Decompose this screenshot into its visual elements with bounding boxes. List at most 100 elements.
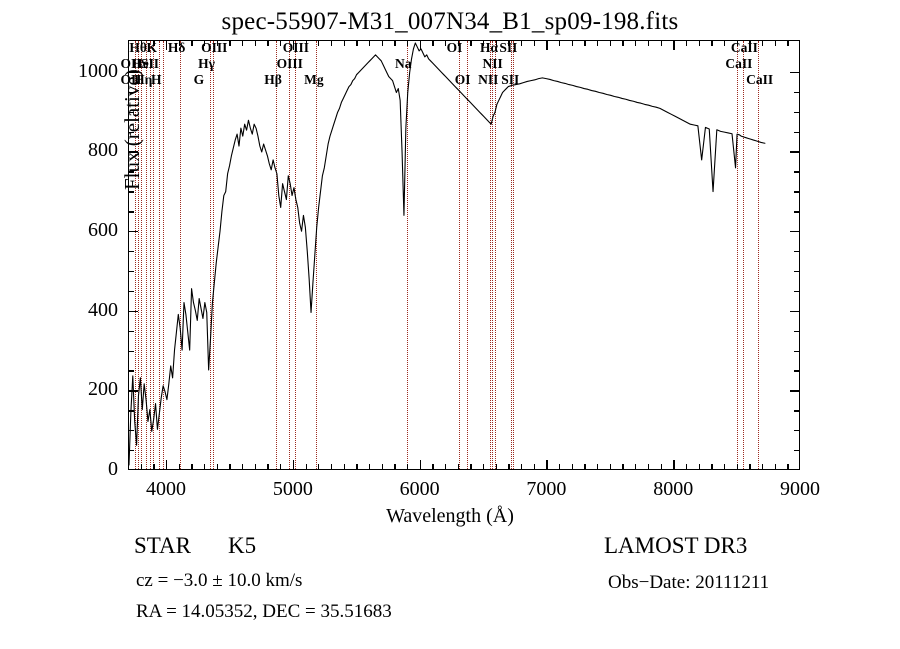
line-id-label: OIII	[282, 40, 309, 55]
line-id-label: OI	[454, 72, 471, 87]
line-id-label: NII	[482, 56, 503, 71]
axis-tick	[229, 464, 231, 470]
axis-tick	[381, 40, 383, 46]
spectral-type: K5	[228, 533, 257, 558]
y-tick-label: 0	[108, 458, 118, 480]
axis-tick	[242, 464, 244, 470]
axis-tick	[166, 40, 168, 50]
axis-tick	[470, 464, 472, 470]
axis-tick	[128, 231, 138, 233]
line-id-label: OIII	[276, 56, 303, 71]
line-id-label: OI	[446, 40, 463, 55]
axis-tick	[736, 464, 738, 470]
spectral-line-marker	[213, 41, 215, 469]
spectral-line-marker	[162, 41, 164, 469]
line-id-label: Mg	[304, 72, 324, 87]
axis-tick	[343, 40, 345, 46]
axis-tick	[128, 350, 134, 352]
axis-tick	[660, 464, 662, 470]
axis-tick	[204, 464, 206, 470]
y-tick-label: 200	[88, 378, 118, 401]
axis-tick	[698, 40, 700, 46]
spectral-line-marker	[294, 41, 296, 469]
axis-tick	[381, 464, 383, 470]
axis-tick	[559, 40, 561, 46]
axis-tick	[774, 40, 776, 46]
x-tick-label: 4000	[146, 478, 187, 500]
line-id-label: SII	[501, 72, 520, 87]
axis-tick	[495, 40, 497, 46]
axis-tick	[368, 40, 371, 46]
axis-tick	[254, 464, 257, 470]
axis-tick	[546, 460, 548, 470]
spectral-line-marker	[758, 41, 760, 469]
line-id-label: Hθ	[129, 40, 147, 55]
axis-tick	[419, 40, 421, 50]
spectral-line-marker	[137, 41, 139, 469]
axis-tick	[280, 40, 282, 46]
axis-tick	[790, 71, 800, 74]
axis-tick	[790, 310, 800, 313]
axis-tick	[622, 40, 624, 46]
axis-tick	[280, 464, 282, 470]
axis-tick	[292, 40, 295, 50]
axis-tick	[128, 390, 138, 392]
y-tick-label: 400	[88, 298, 118, 321]
axis-tick	[483, 40, 485, 46]
line-id-label: H	[150, 72, 162, 87]
axis-tick	[128, 71, 138, 74]
axis-tick	[794, 450, 800, 452]
spectrum-trace	[129, 41, 799, 469]
spectral-line-marker	[458, 41, 460, 469]
axis-tick	[723, 464, 726, 470]
axis-tick	[794, 330, 800, 332]
axis-tick	[254, 40, 257, 46]
axis-tick	[673, 40, 675, 50]
axis-tick	[622, 464, 624, 470]
survey-name: LAMOST DR3	[604, 533, 748, 558]
axis-tick	[761, 464, 764, 470]
axis-tick	[609, 40, 612, 46]
spectral-line-marker	[135, 41, 137, 469]
plot-area: Hθ K Hδ OIII OIII OI Hα SII CaII OII HeI SII Hγ OIII N…	[78, 40, 820, 500]
axis-tick	[711, 464, 713, 470]
line-id-label: NII	[478, 72, 499, 87]
axis-tick	[178, 40, 180, 46]
spectral-line-marker	[150, 41, 152, 469]
axis-tick	[761, 40, 764, 46]
line-id-label: SII	[140, 56, 159, 71]
axis-tick	[394, 40, 396, 46]
axis-tick	[533, 464, 536, 470]
spectral-line-marker	[276, 41, 278, 469]
line-id-label: Hα	[480, 40, 499, 55]
x-tick-label: 6000	[399, 478, 440, 500]
axis-tick	[584, 40, 586, 46]
line-id-label: Hβ	[264, 72, 282, 87]
axis-tick	[356, 464, 358, 470]
axis-tick	[647, 464, 650, 470]
axis-tick	[787, 464, 789, 470]
axis-tick	[749, 464, 751, 470]
axis-tick	[128, 410, 134, 412]
axis-tick	[267, 464, 269, 470]
spectral-line-marker	[179, 41, 181, 469]
x-axis-title: Wavelength (Å)	[386, 505, 514, 527]
axis-tick	[216, 40, 219, 46]
line-id-label: Hη	[134, 72, 153, 87]
axis-tick	[128, 91, 134, 94]
axis-tick	[559, 464, 561, 470]
line-id-label: HeI	[132, 56, 154, 71]
axis-tick	[508, 40, 510, 46]
axis-tick	[305, 464, 307, 470]
axis-tick	[318, 464, 320, 470]
axis-tick	[597, 464, 599, 470]
line-id-label: OIII	[201, 40, 228, 55]
axis-tick	[794, 171, 800, 173]
axis-tick	[128, 211, 134, 213]
axis-tick	[794, 430, 800, 432]
line-id-label: CaII	[730, 40, 758, 55]
axis-tick	[635, 40, 637, 46]
axis-tick	[673, 460, 675, 470]
line-id-label: K	[146, 40, 158, 55]
